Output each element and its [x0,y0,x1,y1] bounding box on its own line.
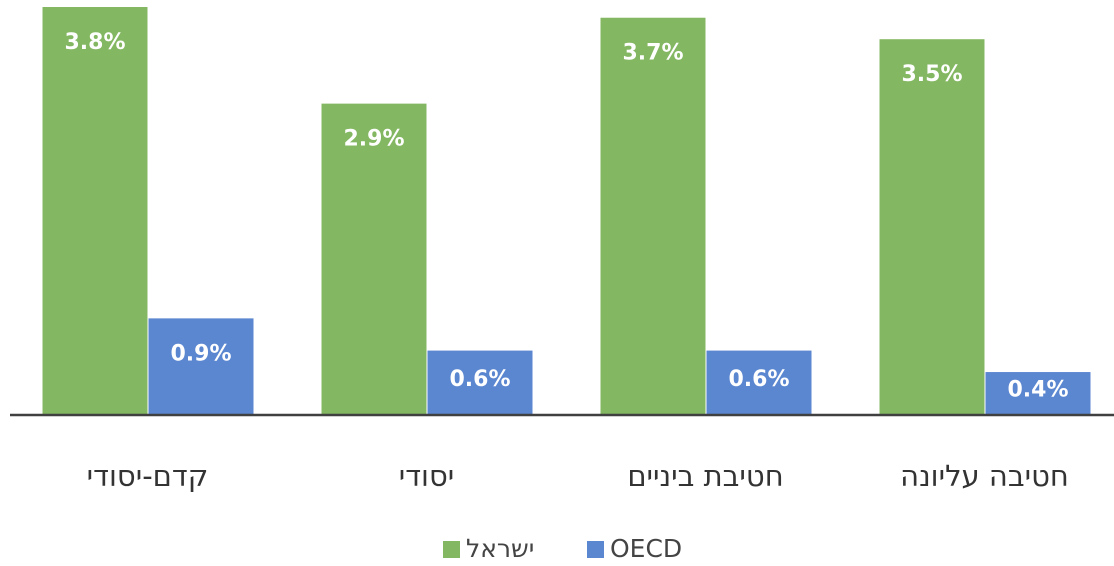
bar [985,372,1091,415]
bar [148,318,254,415]
value-label: 0.6% [449,367,510,392]
value-label: 0.9% [170,341,231,366]
bar [321,103,427,415]
legend-label: OECD [610,534,682,563]
value-label: 0.6% [728,367,789,392]
bar [427,350,533,415]
value-label: 3.8% [64,30,125,55]
value-label: 0.4% [1007,378,1068,403]
x-tick-label: יסודי [399,459,455,493]
legend-swatch [587,541,604,558]
bar [600,17,706,415]
value-label: 2.9% [343,127,404,152]
bar [879,39,985,416]
value-label: 3.7% [622,41,683,66]
bar [706,350,812,415]
x-tick-label: חטיבת ביניים [627,459,783,493]
x-tick-label: חטיבה עליונה [900,459,1069,493]
x-tick-label: קדם-יסודי [87,459,209,493]
legend-label: ישראל [466,534,534,563]
legend-swatch [443,541,460,558]
value-label: 3.5% [901,62,962,87]
bar [42,7,148,415]
